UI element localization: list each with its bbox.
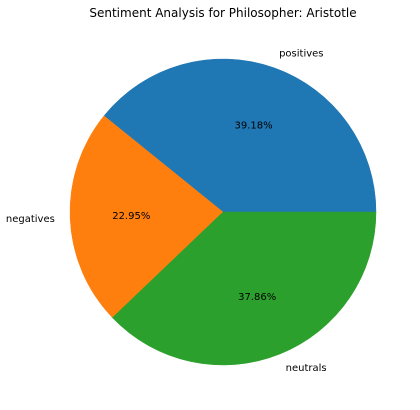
slice-label-positives: positives — [279, 48, 323, 59]
slice-label-negatives: negatives — [6, 214, 55, 225]
pie-slice-positives — [103, 58, 377, 213]
pie-labels: positives 39.18% negatives 22.95% neutrals 37… — [6, 48, 327, 374]
percent-label-neutrals: 37.86% — [238, 292, 276, 303]
pie-slices — [69, 58, 377, 366]
pie-slice-negatives — [69, 115, 224, 319]
percent-label-negatives: 22.95% — [112, 211, 150, 222]
pie-slice-neutrals — [112, 211, 377, 366]
slice-label-neutrals: neutrals — [286, 363, 327, 374]
chart-title: Sentiment Analysis for Philosopher: Aris… — [89, 6, 356, 20]
percent-label-positives: 39.18% — [235, 120, 273, 131]
